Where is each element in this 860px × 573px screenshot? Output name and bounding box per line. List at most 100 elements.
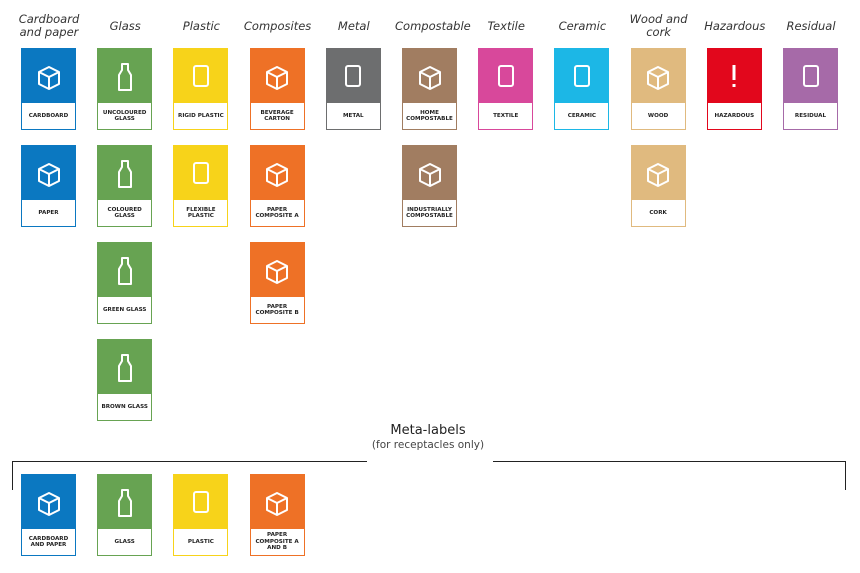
meta-title: Meta-labels <box>390 423 466 438</box>
waste-label: PAPER <box>21 145 76 227</box>
icon <box>573 65 590 87</box>
icon <box>192 491 209 513</box>
column-heading: Residual <box>786 19 836 33</box>
label-text: BEVERAGE CARTON <box>260 109 294 123</box>
icon <box>266 260 289 284</box>
waste-label: FLEXIBLE PLASTIC <box>173 145 229 227</box>
label-text: PAPER COMPOSITE A AND B <box>255 532 299 552</box>
label-icon <box>707 49 761 103</box>
label-text: RESIDUAL <box>794 112 827 119</box>
icon <box>117 257 132 285</box>
label-icon <box>22 475 75 529</box>
column-heading: Ceramic <box>558 19 607 33</box>
label-text: WOOD <box>647 112 669 119</box>
label-text: UNCOLOURED GLASS <box>102 109 147 123</box>
label-text: COLOURED GLASS <box>107 206 142 220</box>
label-text: TEXTILE <box>493 112 519 119</box>
label-icon <box>479 49 533 103</box>
waste-label: COLOURED GLASS <box>97 145 153 227</box>
waste-label: TEXTILE <box>478 48 534 130</box>
waste-label: PAPER COMPOSITE A <box>249 145 305 227</box>
icon <box>117 489 132 517</box>
waste-label: CERAMIC <box>554 48 610 130</box>
waste-label: HOME COMPOSTABLE <box>402 48 457 130</box>
icon <box>345 65 362 87</box>
label-icon <box>250 475 304 529</box>
label-icon <box>250 243 304 297</box>
icon <box>117 160 132 188</box>
icon <box>37 163 60 187</box>
waste-label: BROWN GLASS <box>97 339 153 421</box>
column-heading: Glass <box>109 19 141 33</box>
label-icon <box>174 475 228 529</box>
waste-label: INDUSTRIALLY COMPOSTABLE <box>402 145 457 227</box>
label-icon <box>174 49 228 103</box>
label-icon <box>98 243 152 297</box>
label-icon <box>784 49 837 103</box>
icon <box>497 65 514 87</box>
column-heading: Metal <box>337 19 370 33</box>
waste-label: GREEN GLASS <box>97 242 153 324</box>
icon <box>647 66 670 90</box>
icon <box>37 492 60 516</box>
waste-label: HAZARDOUS <box>706 48 762 130</box>
label-text: PLASTIC <box>187 538 214 545</box>
label-icon <box>631 49 685 103</box>
label-text: INDUSTRIALLY COMPOSTABLE <box>406 206 453 220</box>
icon <box>192 65 209 87</box>
waste-label: UNCOLOURED GLASS <box>97 48 153 130</box>
label-text: CERAMIC <box>567 112 597 119</box>
meta-label: PLASTIC <box>173 474 229 556</box>
meta-label: GLASS <box>97 474 153 556</box>
icon <box>266 163 289 187</box>
label-icon <box>403 146 456 200</box>
label-icon <box>631 146 685 200</box>
waste-label: RESIDUAL <box>783 48 838 130</box>
column-heading: Compostable <box>395 19 471 33</box>
label-icon <box>98 49 152 103</box>
label-text: RIGID PLASTIC <box>178 112 224 119</box>
label-icon <box>555 49 609 103</box>
label-text: PAPER COMPOSITE B <box>255 303 299 317</box>
icon <box>732 65 736 87</box>
icon <box>192 162 209 184</box>
icon <box>37 66 60 90</box>
column-heading: Plastic <box>182 19 220 33</box>
icon <box>117 63 132 91</box>
label-text: HOME COMPOSTABLE <box>406 109 453 123</box>
label-text: CARDBOARD AND PAPER <box>28 535 69 549</box>
label-icon <box>174 146 228 200</box>
label-icon <box>98 340 152 394</box>
label-icon <box>22 49 75 103</box>
waste-label: CARDBOARD <box>21 48 76 130</box>
label-icon <box>22 146 75 200</box>
icon <box>117 354 132 382</box>
bracket-left <box>12 461 367 490</box>
icon <box>418 66 441 90</box>
column-heading: Textile <box>487 19 525 33</box>
column-heading: Cardboard and paper <box>18 12 80 39</box>
label-icon <box>326 49 380 103</box>
icon <box>802 65 819 87</box>
label-text: GREEN GLASS <box>102 306 147 313</box>
icon <box>647 163 670 187</box>
label-text: BROWN GLASS <box>101 403 148 410</box>
label-icon <box>98 475 152 529</box>
icon <box>266 66 289 90</box>
waste-label: BEVERAGE CARTON <box>249 48 305 130</box>
label-icon <box>403 49 456 103</box>
label-text: PAPER COMPOSITE A <box>255 206 299 220</box>
label-text: METAL <box>342 112 364 119</box>
waste-label: METAL <box>325 48 381 130</box>
waste-label: WOOD <box>630 48 686 130</box>
waste-label: CORK <box>630 145 686 227</box>
label-icon <box>250 146 304 200</box>
label-text: CARDBOARD <box>28 112 69 119</box>
label-text: CORK <box>649 209 667 216</box>
label-icon <box>250 49 304 103</box>
label-text: FLEXIBLE PLASTIC <box>186 206 216 220</box>
waste-label: PAPER COMPOSITE B <box>249 242 305 324</box>
icon <box>266 492 289 516</box>
column-heading: Hazardous <box>704 19 766 33</box>
column-heading: Wood and cork <box>629 12 688 39</box>
